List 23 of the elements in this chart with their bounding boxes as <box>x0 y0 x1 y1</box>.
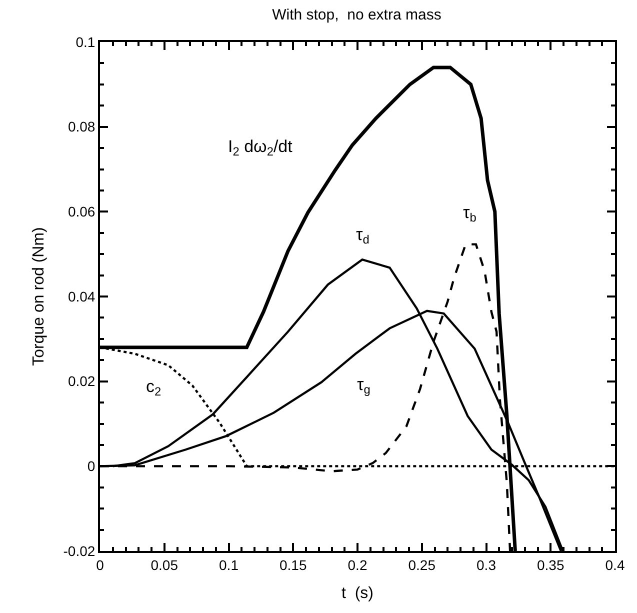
x-axis-title: t (s) <box>342 585 374 602</box>
y-tick-label: 0.02 <box>68 373 96 390</box>
series-label: c$_{2}$ <box>146 377 162 399</box>
x-tick-label: 0.35 <box>536 556 564 573</box>
y-axis-title: Torque on rod (Nm) <box>30 227 48 366</box>
x-tick-label: 0.3 <box>476 556 496 573</box>
series-label: τ$_{g}$ <box>357 375 370 397</box>
y-tick-label: 0.06 <box>68 204 96 220</box>
x-tick-label: 0.2 <box>348 556 368 573</box>
x-tick-label: 0.15 <box>280 556 307 573</box>
x-tick-label: 0.25 <box>408 556 436 573</box>
x-tick-label: 0.05 <box>150 556 178 573</box>
text: I$_{2}$ dω$_{2}$/dt <box>228 137 293 159</box>
y-tick-label: -0.02 <box>63 542 96 559</box>
chart-title: With stop, no extra mass <box>272 6 442 24</box>
y-tick-label: 0 <box>87 458 96 474</box>
y-tick-label: 0.04 <box>68 288 96 304</box>
y-tick-label: 0.1 <box>76 34 96 50</box>
x-tick-label: 0.4 <box>605 556 625 573</box>
y-tick-label: 0.08 <box>68 118 96 135</box>
series-label: τ$_{d}$ <box>356 225 370 247</box>
series-label: τ$_{b}$ <box>463 203 477 225</box>
x-tick-label: 0.1 <box>219 556 239 573</box>
